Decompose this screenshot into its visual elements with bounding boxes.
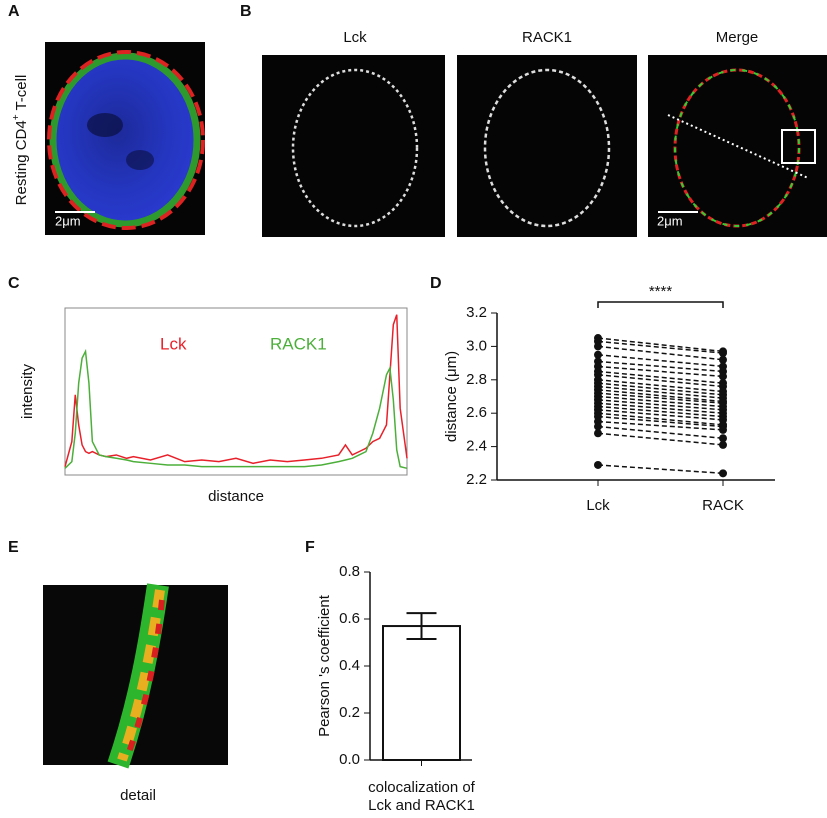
y-tick-label: 2.6	[466, 404, 487, 421]
pair-line	[597, 399, 724, 411]
side-label-end: T-cell	[13, 75, 30, 115]
pair-line	[597, 425, 724, 439]
y-tick-label: 2.8	[466, 371, 487, 388]
point	[719, 469, 727, 478]
x-tick-label: Lck and RACK1	[368, 797, 475, 814]
x-axis-label: distance	[208, 488, 264, 505]
scale-label: 2μm	[657, 213, 683, 228]
column-header: Merge	[716, 29, 759, 46]
x-tick-label: RACK	[702, 497, 744, 514]
profile-line	[64, 314, 408, 467]
point	[594, 342, 602, 351]
point	[594, 350, 602, 359]
pair-line	[597, 374, 724, 388]
pair-line	[597, 392, 724, 404]
pair-line	[597, 412, 724, 426]
y-tick-label: 3.2	[466, 304, 487, 321]
bar	[382, 625, 461, 761]
significance: ****	[649, 283, 673, 300]
legend-entry: Lck	[160, 334, 187, 353]
point	[594, 429, 602, 438]
y-axis-label: distance (μm)	[443, 351, 460, 442]
pair-line	[597, 405, 724, 418]
panel-letter: B	[240, 3, 252, 20]
pair-line	[597, 385, 724, 399]
point	[594, 422, 602, 431]
y-tick-label: 2.2	[466, 471, 487, 488]
side-label-text: Resting CD4	[13, 120, 30, 205]
pair-line	[597, 370, 724, 384]
point	[719, 434, 727, 443]
pair-line	[597, 365, 724, 378]
panel-letter: A	[8, 3, 20, 20]
pair-line	[597, 340, 724, 354]
nucleus-dark	[87, 113, 123, 137]
pair-line	[597, 464, 724, 475]
y-axis-label: intensity	[19, 363, 36, 419]
y-tick-label: 0.0	[339, 751, 360, 768]
y-tick-label: 2.4	[466, 438, 487, 455]
pair-line	[597, 432, 724, 446]
profile-line	[64, 348, 408, 470]
point	[719, 349, 727, 358]
profile-line	[667, 114, 809, 179]
y-tick-label: 0.6	[339, 610, 360, 627]
panel-letter: C	[8, 275, 20, 292]
ring	[483, 68, 611, 228]
nucleus-dark	[126, 150, 154, 170]
pair-line	[597, 409, 724, 421]
pair-line	[597, 337, 724, 353]
pair-line	[597, 395, 724, 408]
cell-edge	[47, 50, 205, 230]
pair-line	[597, 379, 724, 393]
pair-line	[597, 360, 724, 373]
pair-line	[597, 382, 724, 396]
x-tick-label: colocalization of	[368, 779, 476, 796]
column-header: Lck	[343, 29, 367, 46]
x-tick-label: Lck	[586, 497, 610, 514]
side-label-sup: +	[11, 114, 22, 120]
pair-line	[597, 354, 724, 368]
pair-line	[597, 420, 724, 431]
y-tick-label: 0.4	[339, 657, 360, 674]
point	[594, 460, 602, 469]
side-label: Resting CD4+ T-cell	[11, 75, 30, 206]
y-tick-label: 3.0	[466, 337, 487, 354]
panel-letter: E	[8, 539, 19, 556]
cell	[49, 52, 201, 228]
stripe-yellow	[117, 589, 165, 762]
y-tick-label: 0.8	[339, 563, 360, 580]
point	[719, 372, 727, 381]
y-axis-label: Pearson 's coefficient	[316, 594, 333, 737]
significance-bracket	[597, 301, 724, 308]
ring	[291, 68, 419, 228]
legend-entry: RACK1	[270, 334, 327, 353]
image-rack1	[457, 55, 637, 237]
y-tick-label: 0.2	[339, 704, 360, 721]
caption: detail	[120, 787, 156, 804]
pair-line	[597, 402, 724, 414]
panel-letter: D	[430, 275, 442, 292]
ring-green	[674, 69, 800, 227]
scale-label: 2μm	[55, 213, 81, 228]
column-header: RACK1	[522, 29, 572, 46]
point	[719, 355, 727, 364]
panel-letter: F	[305, 539, 315, 556]
pair-line	[597, 415, 724, 428]
pair-line	[597, 345, 724, 361]
detail-box	[781, 129, 816, 164]
plot-frame	[64, 307, 408, 476]
point	[719, 425, 727, 434]
point	[719, 440, 727, 449]
pair-line	[597, 389, 724, 403]
